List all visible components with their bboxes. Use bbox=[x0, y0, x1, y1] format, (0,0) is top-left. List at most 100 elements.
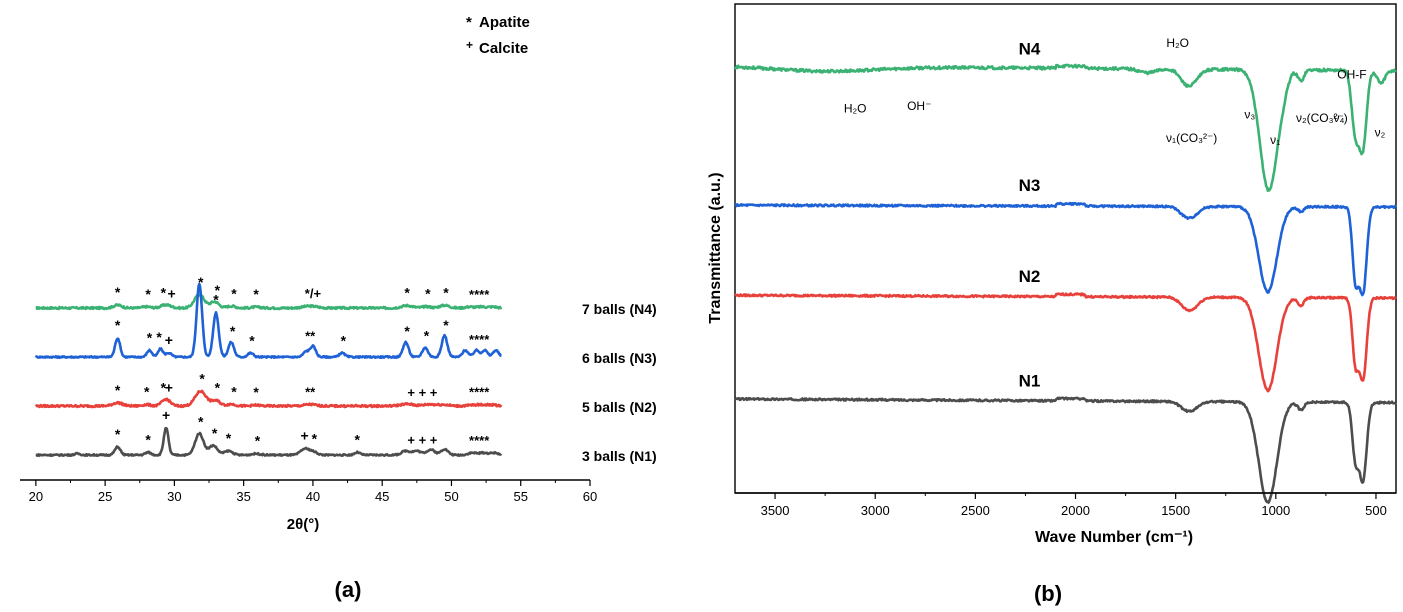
xrd-peak-label: * bbox=[253, 384, 259, 400]
ftir-series-label-N4: N4 bbox=[1019, 40, 1041, 59]
xrd-peak-label: * bbox=[115, 317, 121, 333]
xrd-series-label-N4: 7 balls (N4) bbox=[582, 301, 657, 317]
xrd-peak-label: ** bbox=[305, 384, 316, 399]
xrd-x-tick-label: 40 bbox=[306, 489, 320, 504]
xrd-peak-label: * bbox=[115, 284, 121, 300]
xrd-peak-label: + bbox=[162, 407, 170, 423]
xrd-series-label-N3: 6 balls (N3) bbox=[582, 350, 657, 366]
ftir-x-axis: 3500 3000 2500 2000 1500 1000 500 bbox=[735, 492, 1396, 518]
xrd-peak-label: * bbox=[115, 382, 121, 398]
xrd-peak-label: * bbox=[443, 317, 449, 333]
xrd-series-label-N2: 5 balls (N2) bbox=[582, 399, 657, 415]
legend-apatite-label: Apatite bbox=[479, 14, 530, 31]
xrd-peak-label: * bbox=[145, 286, 151, 302]
ftir-x-tick-label: 2000 bbox=[1061, 503, 1090, 518]
xrd-peak-label: * bbox=[404, 285, 410, 301]
xrd-x-tick-label: 60 bbox=[583, 489, 597, 504]
ftir-series-label-N1: N1 bbox=[1019, 372, 1041, 391]
xrd-peak-label: * bbox=[199, 371, 205, 387]
xrd-peak-label: * bbox=[231, 285, 237, 301]
ftir-band-label: ν₁(CO₃²⁻) bbox=[1166, 131, 1217, 145]
ftir-chart-panel: N4 N3 N2 N1 H₂O OH⁻ H₂O ν₁(CO₃²⁻) ν₁ ν₃ ν₂(CO₃²⁻)… bbox=[707, 3, 1398, 606]
xrd-x-tick-label: 50 bbox=[444, 489, 458, 504]
xrd-peak-label: * bbox=[312, 431, 318, 447]
xrd-peak-label: + bbox=[301, 428, 309, 444]
ftir-band-label: H₂O bbox=[1166, 36, 1189, 50]
xrd-peak-label: * bbox=[198, 274, 204, 290]
xrd-peak-label: * bbox=[115, 426, 121, 442]
xrd-peak-label: * bbox=[231, 383, 237, 399]
xrd-peak-label: **** bbox=[469, 385, 490, 400]
ftir-series-N1 bbox=[734, 396, 1397, 504]
xrd-x-tick-label: 25 bbox=[98, 489, 112, 504]
xrd-peak-label: * bbox=[341, 332, 347, 348]
ftir-x-tick-label: 500 bbox=[1365, 503, 1387, 518]
ftir-series-group: N4 N3 N2 N1 bbox=[734, 40, 1398, 504]
legend-apatite-marker: * bbox=[466, 14, 472, 31]
ftir-x-tick-label: 2500 bbox=[961, 503, 990, 518]
xrd-peak-label: * bbox=[161, 284, 167, 300]
ftir-band-label: ν₂ bbox=[1375, 125, 1386, 139]
xrd-series-N1 bbox=[35, 426, 503, 457]
xrd-peak-label: * bbox=[425, 286, 431, 302]
xrd-series-group: 7 balls (N4) 6 balls (N3) 5 balls (N2) 3 ba… bbox=[34, 282, 657, 464]
ftir-band-label: ν₁ bbox=[1270, 133, 1280, 147]
ftir-band-label: ν₂(CO₃²⁻) bbox=[1296, 111, 1348, 125]
xrd-peak-label: **** bbox=[469, 433, 490, 448]
xrd-peak-label: **** bbox=[469, 332, 490, 347]
xrd-peak-label: * bbox=[198, 414, 204, 430]
xrd-x-tick-label: 35 bbox=[236, 489, 250, 504]
xrd-legend: * Apatite + Calcite bbox=[466, 14, 530, 57]
xrd-x-tick-label: 45 bbox=[375, 489, 389, 504]
xrd-peak-label: + bbox=[165, 380, 173, 396]
ftir-x-axis-label: Wave Number (cm⁻¹) bbox=[1035, 529, 1193, 546]
xrd-x-tick-label: 55 bbox=[513, 489, 527, 504]
xrd-series-N4 bbox=[35, 293, 503, 311]
xrd-series-N2 bbox=[34, 389, 503, 409]
xrd-peak-label: * bbox=[424, 328, 430, 344]
xrd-peak-label: * bbox=[215, 380, 221, 396]
ftir-band-label: OH-F bbox=[1337, 68, 1366, 82]
xrd-series-label-N1: 3 balls (N1) bbox=[582, 448, 657, 464]
ftir-x-tick-label: 3500 bbox=[761, 503, 790, 518]
xrd-chart-panel: 7 balls (N4) 6 balls (N3) 5 balls (N2) 3 ba… bbox=[20, 14, 657, 602]
xrd-peak-label: * bbox=[212, 425, 218, 441]
xrd-peak-label: * bbox=[230, 323, 236, 339]
panel-label-a: (a) bbox=[335, 577, 362, 602]
xrd-peak-label: * bbox=[145, 431, 151, 447]
xrd-peak-label: * bbox=[249, 332, 255, 348]
legend-calcite-label: Calcite bbox=[479, 40, 528, 57]
xrd-x-tick-label: 20 bbox=[29, 489, 43, 504]
xrd-peak-label: * bbox=[226, 430, 232, 446]
ftir-band-annotations: H₂O OH⁻ H₂O ν₁(CO₃²⁻) ν₁ ν₃ ν₂(CO₃²⁻) OH-F ν₄ ν₂ bbox=[844, 36, 1386, 147]
ftir-series-label-N2: N2 bbox=[1019, 267, 1041, 286]
xrd-peak-label: **** bbox=[469, 287, 490, 302]
xrd-peak-label: * bbox=[443, 284, 449, 300]
ftir-band-label: ν₄ bbox=[1333, 111, 1344, 125]
xrd-peak-label: * bbox=[213, 292, 219, 308]
xrd-peak-label: * bbox=[355, 431, 361, 447]
xrd-peak-label: + bbox=[168, 285, 176, 301]
xrd-peak-label: * bbox=[253, 286, 259, 302]
ftir-series-N4 bbox=[734, 63, 1397, 192]
ftir-series-N2 bbox=[734, 292, 1397, 393]
xrd-series-N3 bbox=[34, 282, 502, 359]
ftir-x-tick-label: 1500 bbox=[1161, 503, 1190, 518]
ftir-band-label: OH⁻ bbox=[907, 99, 931, 113]
ftir-x-tick-label: 1000 bbox=[1261, 503, 1290, 518]
xrd-peak-label: * bbox=[147, 329, 153, 345]
xrd-peak-label: * bbox=[161, 380, 167, 396]
ftir-x-tick-label: 3000 bbox=[861, 503, 890, 518]
xrd-peak-label: + + + bbox=[407, 433, 437, 448]
panel-label-b: (b) bbox=[1034, 581, 1062, 606]
xrd-peak-label: * bbox=[156, 329, 162, 345]
xrd-x-axis-label: 2θ(°) bbox=[287, 516, 319, 533]
ftir-band-label: H₂O bbox=[844, 102, 867, 116]
xrd-peak-label: * bbox=[404, 323, 410, 339]
legend-calcite-marker: + bbox=[466, 38, 473, 52]
xrd-peak-label: + bbox=[165, 332, 173, 348]
xrd-peak-label: ** bbox=[305, 329, 316, 344]
xrd-peak-label: * bbox=[144, 384, 150, 400]
xrd-x-axis: 20 25 30 35 40 45 50 55 60 bbox=[20, 479, 597, 504]
